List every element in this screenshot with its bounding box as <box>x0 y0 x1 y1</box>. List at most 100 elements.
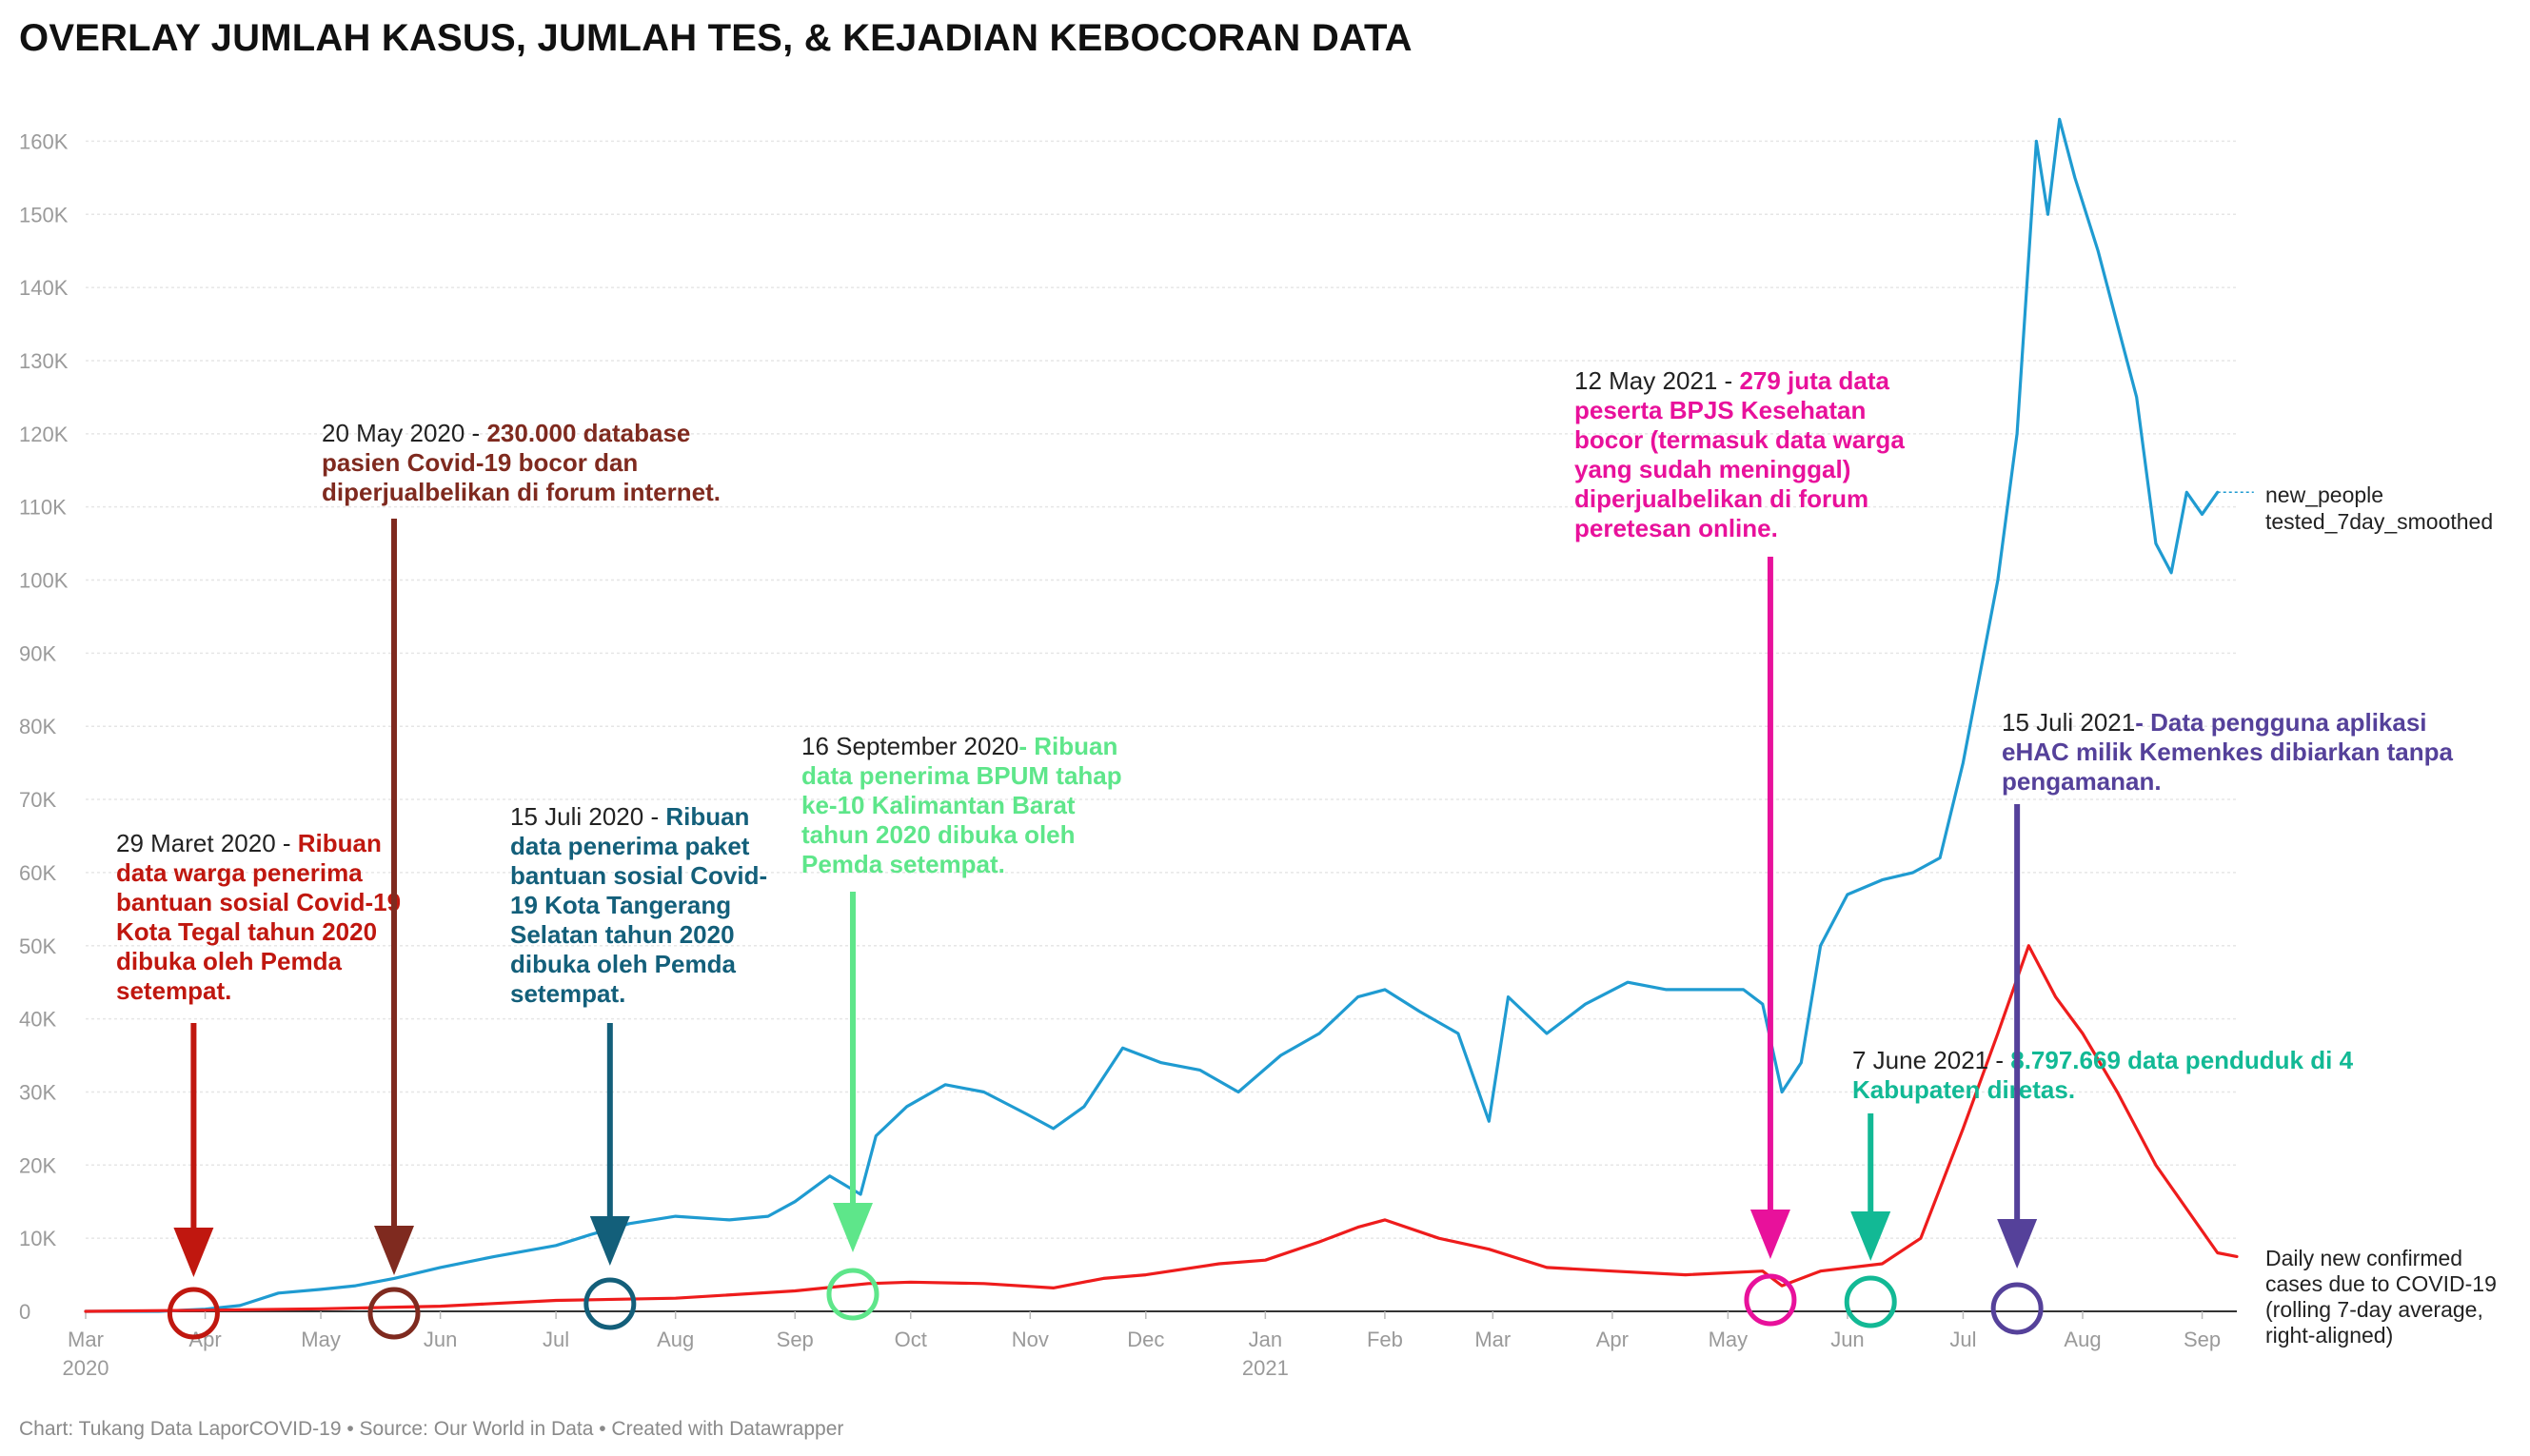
y-tick-label: 30K <box>19 1080 56 1104</box>
annotation-text-line: Pemda setempat. <box>801 850 1005 878</box>
cases-series-label: (rolling 7-day average, <box>2265 1297 2483 1322</box>
annotation-text-line: Selatan tahun 2020 <box>510 920 735 949</box>
annotation-arrow-head <box>1850 1211 1891 1261</box>
x-tick-label: Oct <box>895 1328 927 1351</box>
y-grid: 0 10K 20K 30K 40K 50K 60K 70K 80K 90K 100K 110K 120K… <box>19 129 2237 1324</box>
x-tick-label: Sep <box>2184 1328 2221 1351</box>
annotation-text-line: Kota Tegal tahun 2020 <box>116 917 377 946</box>
annotation-text-line: data penerima BPUM tahap <box>801 761 1122 790</box>
annotation-text-line: 20 May 2020 - 230.000 database <box>322 419 690 447</box>
annotation-circle-marker <box>583 1277 637 1330</box>
cases-series-label: right-aligned) <box>2265 1323 2393 1348</box>
annotation-ann-6: 7 June 2021 - 8.797.669 data penduduk di… <box>1844 1046 2354 1328</box>
annotation-text-line: eHAC milik Kemenkes dibiarkan tanpa <box>2002 738 2453 766</box>
y-tick-label: 90K <box>19 641 56 665</box>
annotation-text-line: 19 Kota Tangerang <box>510 891 731 919</box>
annotation-circle-marker <box>167 1287 220 1340</box>
annotation-text-line: diperjualbelikan di forum <box>1574 484 1868 513</box>
x-tick-year: 2021 <box>1242 1356 1289 1380</box>
annotation-text-line: tahun 2020 dibuka oleh <box>801 820 1076 849</box>
cases-series-line <box>84 944 2239 1313</box>
annotation-ann-7: 15 Juli 2021- Data pengguna aplikasieHAC… <box>1990 708 2453 1335</box>
annotation-text-line: 16 September 2020- Ribuan <box>801 732 1117 760</box>
y-tick-label: 60K <box>19 861 56 885</box>
x-tick-label: Aug <box>2064 1328 2101 1351</box>
annotation-text-line: 15 Juli 2020 - Ribuan <box>510 802 749 831</box>
x-tick-label: Jul <box>1949 1328 1976 1351</box>
annotation-arrow-head <box>832 1203 873 1252</box>
y-tick-label: 70K <box>19 788 56 812</box>
annotation-text-line: 15 Juli 2021- Data pengguna aplikasi <box>2002 708 2427 737</box>
cases-series-label: Daily new confirmed <box>2265 1246 2462 1270</box>
annotation-circle-marker <box>1744 1273 1797 1327</box>
y-tick-label: 150K <box>19 203 69 226</box>
annotation-circle-marker <box>367 1287 421 1340</box>
annotation-text-line: data warga penerima <box>116 858 363 887</box>
annotation-text-line: yang sudah meninggal) <box>1574 455 1850 483</box>
annotation-text-line: bocor (termasuk data warga <box>1574 425 1905 454</box>
x-tick-label: Aug <box>657 1328 694 1351</box>
x-tick-label: Dec <box>1127 1328 1164 1351</box>
annotation-text-line: dibuka oleh Pemda <box>116 947 342 975</box>
annotation-text-line: peretesan online. <box>1574 514 1778 542</box>
annotation-text-line: pengamanan. <box>2002 767 2162 796</box>
y-tick-label: 120K <box>19 423 69 446</box>
y-tick-label: 80K <box>19 715 56 738</box>
x-tick-label: Apr <box>188 1328 221 1351</box>
chart-footer: Chart: Tukang Data LaporCOVID-19 • Sourc… <box>19 1418 844 1440</box>
annotation-text-line: setempat. <box>510 979 625 1008</box>
series-lines <box>84 117 2239 1313</box>
x-axis: Mar 2020 Apr May Jun Jul Aug Sep Oct Nov Dec Jan 202… <box>63 1310 2237 1380</box>
x-tick-label: Sep <box>777 1328 814 1351</box>
annotation-text-line: setempat. <box>116 976 231 1005</box>
x-tick-label: Mar <box>1474 1328 1511 1351</box>
y-tick-label: 140K <box>19 276 69 300</box>
tests-series-label: new_people <box>2265 482 2383 507</box>
annotation-text-line: 7 June 2021 - 8.797.669 data penduduk di… <box>1852 1046 2354 1074</box>
tests-series-line <box>84 117 2220 1313</box>
y-tick-label: 50K <box>19 935 56 958</box>
annotation-text-line: peserta BPJS Kesehatan <box>1574 396 1866 424</box>
x-tick-label: May <box>301 1328 341 1351</box>
annotation-text-line: dibuka oleh Pemda <box>510 950 736 978</box>
y-tick-label: 100K <box>19 569 69 593</box>
annotation-text-line: 12 May 2021 - 279 juta data <box>1574 366 1889 395</box>
x-tick-label: Apr <box>1596 1328 1629 1351</box>
x-tick-label: Jun <box>424 1328 457 1351</box>
y-tick-label: 10K <box>19 1227 56 1250</box>
annotation-text-line: Kabupaten diretas. <box>1852 1075 2075 1104</box>
x-tick-label: Feb <box>1367 1328 1403 1351</box>
y-tick-label: 130K <box>19 349 69 373</box>
annotation-arrow-head <box>1749 1210 1790 1259</box>
x-tick-label: Jun <box>1830 1328 1864 1351</box>
y-tick-label: 160K <box>19 129 69 153</box>
cases-series-label: cases due to COVID-19 <box>2265 1271 2497 1296</box>
y-tick-label: 0 <box>19 1300 30 1324</box>
x-tick-label: Jul <box>543 1328 569 1351</box>
y-tick-label: 40K <box>19 1008 56 1032</box>
x-tick-year: 2020 <box>63 1356 109 1380</box>
x-tick-label: Mar <box>68 1328 104 1351</box>
annotation-text-line: data penerima paket <box>510 832 750 860</box>
y-tick-label: 20K <box>19 1153 56 1177</box>
annotation-arrow-head <box>589 1216 630 1266</box>
annotation-text-line: 29 Maret 2020 - Ribuan <box>116 829 382 857</box>
chart-title: OVERLAY JUMLAH KASUS, JUMLAH TES, & KEJA… <box>19 17 1413 59</box>
annotation-circle-marker <box>826 1268 880 1321</box>
annotation-text-line: ke-10 Kalimantan Barat <box>801 791 1076 819</box>
annotation-text-line: diperjualbelikan di forum internet. <box>322 478 721 506</box>
annotation-text-line: bantuan sosial Covid- <box>510 861 767 890</box>
y-tick-label: 110K <box>19 496 67 520</box>
x-tick-label: Nov <box>1012 1328 1049 1351</box>
x-tick-label: Jan <box>1249 1328 1282 1351</box>
annotation-arrow-head <box>374 1226 415 1275</box>
annotation-arrow-head <box>173 1228 214 1277</box>
annotation-circle-marker <box>1844 1275 1897 1328</box>
